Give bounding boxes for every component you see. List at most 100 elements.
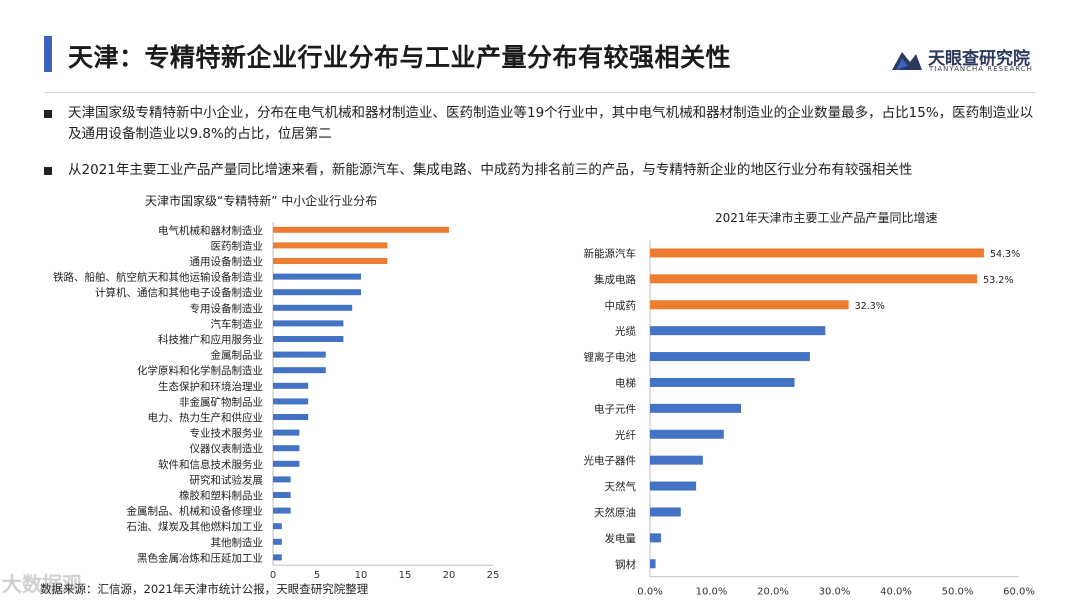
left-category-label: 汽车制造业 xyxy=(211,317,264,330)
right-x-tick-label: 30.0% xyxy=(819,587,851,598)
right-category-label: 光缆 xyxy=(615,325,636,338)
left-bar xyxy=(273,507,291,514)
right-bar xyxy=(650,326,826,336)
right-category-label: 新能源汽车 xyxy=(584,247,637,260)
watermark: 大数据观 xyxy=(2,572,82,596)
left-bar xyxy=(273,523,282,530)
right-data-label: 54.3% xyxy=(990,249,1020,260)
left-bar xyxy=(273,414,309,420)
right-bar xyxy=(650,377,795,387)
left-bar xyxy=(273,554,282,561)
right-bar xyxy=(650,455,703,465)
bullet-square-icon xyxy=(44,167,52,175)
right-category-label: 集成电路 xyxy=(594,273,636,286)
left-category-label: 软件和信息技术服务业 xyxy=(158,458,263,471)
right-category-label: 锂离子电池 xyxy=(584,351,637,364)
right-category-label: 中成药 xyxy=(605,299,637,312)
left-category-label: 通用设备制造业 xyxy=(190,255,264,268)
logo-name: 天眼查研究院 xyxy=(928,49,1030,69)
right-bar xyxy=(650,559,656,569)
left-category-label: 研究和试验发展 xyxy=(190,473,264,486)
left-category-label: 黑色金属冶炼和压延加工业 xyxy=(137,551,263,564)
left-bar xyxy=(273,336,344,342)
left-bar xyxy=(273,226,449,233)
left-category-label: 铁路、船舶、航空航天和其他运输设备制造业 xyxy=(53,271,263,284)
data-source: 数据来源：汇信源，2021年天津市统计公报，天眼查研究院整理 xyxy=(40,582,369,596)
right-x-tick-label: 60.0% xyxy=(1003,587,1035,598)
right-category-label: 电梯 xyxy=(615,376,636,389)
right-category-label: 电子元件 xyxy=(594,402,636,415)
left-category-label: 石油、煤炭及其他燃料加工业 xyxy=(127,520,264,533)
right-category-label: 发电量 xyxy=(605,532,637,545)
left-bar xyxy=(273,429,300,436)
bullet-2: 从2021年主要工业产品产量同比增速来看，新能源汽车、集成电路、中成药为排名前三… xyxy=(40,160,1040,181)
right-x-tick-label: 10.0% xyxy=(696,587,728,598)
right-x-tick-label: 50.0% xyxy=(942,587,974,598)
left-category-label: 其他制造业 xyxy=(211,536,264,549)
left-category-label: 专业技术服务业 xyxy=(190,427,264,440)
bullet-1-text: 天津国家级专精特新中小企业，分布在电气机械和器材制造业、医药制造业等19个行业中… xyxy=(68,105,1034,142)
right-bar xyxy=(650,300,849,310)
left-category-label: 橡胶和塑料制品业 xyxy=(179,489,263,502)
right-x-tick-label: 0.0% xyxy=(637,587,662,598)
right-bar xyxy=(650,507,681,517)
left-bar xyxy=(273,398,309,405)
left-chart-title: 天津市国家级“专精特新” 中小企业行业分布 xyxy=(145,194,378,208)
header-divider xyxy=(44,92,1036,93)
left-bar xyxy=(273,367,326,374)
right-x-tick-label: 20.0% xyxy=(757,587,789,598)
left-bar xyxy=(273,460,300,467)
right-bar xyxy=(650,481,697,491)
bullet-square-icon xyxy=(44,110,52,118)
left-bar xyxy=(273,242,388,249)
left-x-tick-label: 0 xyxy=(270,570,276,581)
left-bar xyxy=(273,476,291,483)
left-category-label: 非金属矿物制品业 xyxy=(179,395,263,408)
right-bar xyxy=(650,403,742,413)
right-category-label: 天然气 xyxy=(605,480,637,493)
right-chart-title: 2021年天津市主要工业产品产量同比增速 xyxy=(715,211,938,225)
left-bar xyxy=(273,351,326,358)
left-category-label: 电力、热力生产和供应业 xyxy=(148,411,264,424)
left-category-label: 科技推广和应用服务业 xyxy=(158,333,263,346)
right-category-label: 钢材 xyxy=(615,558,636,571)
logo-subtitle: TIANYANCHA RESEARCH xyxy=(929,65,1033,73)
left-bar xyxy=(273,320,344,327)
right-bar xyxy=(650,429,724,439)
left-category-label: 生态保护和环境治理业 xyxy=(158,380,263,393)
bullet-1: 天津国家级专精特新中小企业，分布在电气机械和器材制造业、医药制造业等19个行业中… xyxy=(40,103,1040,145)
right-data-label: 53.2% xyxy=(983,275,1013,286)
left-bar xyxy=(273,492,291,498)
left-category-label: 计算机、通信和其他电子设备制造业 xyxy=(95,286,263,299)
left-category-label: 化学原料和化学制品制造业 xyxy=(137,364,263,377)
right-category-label: 光纤 xyxy=(615,428,636,441)
left-x-tick-label: 15 xyxy=(399,570,412,581)
left-category-label: 金属制品业 xyxy=(211,349,264,362)
left-bar xyxy=(273,258,388,264)
left-bar xyxy=(273,382,309,389)
right-bar xyxy=(650,533,662,543)
right-category-label: 天然原油 xyxy=(594,506,636,519)
bullet-2-text: 从2021年主要工业产品产量同比增速来看，新能源汽车、集成电路、中成药为排名前三… xyxy=(68,162,913,178)
right-bar xyxy=(650,248,984,258)
right-category-label: 光电子器件 xyxy=(584,454,637,467)
left-category-label: 医药制造业 xyxy=(211,239,264,252)
left-x-tick-label: 20 xyxy=(443,570,456,581)
right-data-label: 32.3% xyxy=(855,301,885,312)
right-bar xyxy=(650,274,978,284)
left-category-label: 金属制品、机械和设备修理业 xyxy=(127,505,264,518)
logo-mark-icon xyxy=(892,52,922,70)
logo: 天眼查研究院 TIANYANCHA RESEARCH xyxy=(890,42,1040,82)
right-bar xyxy=(650,352,810,362)
left-x-tick-label: 25 xyxy=(487,570,500,581)
left-bar xyxy=(273,304,353,311)
left-bar xyxy=(273,289,361,296)
left-category-label: 仪器仪表制造业 xyxy=(190,442,264,455)
left-category-label: 专用设备制造业 xyxy=(190,302,264,315)
left-bar xyxy=(273,445,300,452)
title-accent-bar xyxy=(44,36,52,72)
right-x-tick-label: 40.0% xyxy=(880,587,912,598)
left-x-tick-label: 5 xyxy=(314,570,320,581)
left-category-label: 电气机械和器材制造业 xyxy=(158,224,263,237)
